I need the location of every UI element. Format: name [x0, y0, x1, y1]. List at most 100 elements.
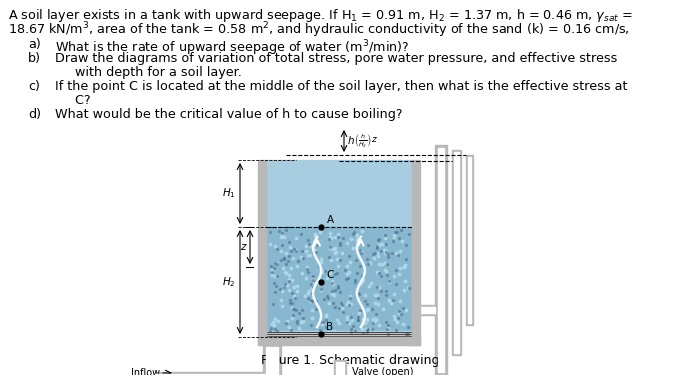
Point [330, 249, 341, 255]
Point [379, 234, 391, 240]
Point [352, 235, 363, 241]
Point [291, 283, 302, 289]
Point [347, 323, 358, 329]
Point [361, 316, 372, 322]
Point [287, 305, 298, 311]
Point [267, 321, 278, 327]
Point [346, 326, 357, 332]
Point [342, 302, 353, 307]
Point [276, 288, 287, 294]
Point [379, 232, 391, 238]
Point [354, 236, 365, 242]
Point [384, 297, 395, 303]
Point [365, 326, 376, 332]
Point [318, 296, 330, 302]
Point [312, 242, 323, 248]
Point [285, 244, 296, 250]
Text: What is the rate of upward seepage of water (m$^3$/min)?: What is the rate of upward seepage of wa… [55, 38, 410, 58]
Point [284, 278, 295, 284]
Point [349, 278, 360, 284]
Point [321, 293, 332, 299]
Point [350, 328, 361, 334]
Point [292, 320, 303, 326]
Point [297, 249, 308, 255]
Point [393, 309, 405, 315]
Point [391, 267, 402, 273]
Point [307, 285, 318, 291]
Point [400, 242, 412, 248]
Point [288, 293, 300, 299]
Point [356, 273, 368, 279]
Point [270, 273, 281, 279]
Point [322, 295, 333, 301]
Point [394, 298, 405, 304]
Text: $H_1$: $H_1$ [222, 187, 236, 200]
Point [272, 260, 283, 266]
Point [286, 290, 297, 296]
Point [382, 251, 393, 257]
Point [384, 278, 395, 284]
Point [281, 270, 292, 276]
Point [324, 254, 335, 260]
Point [295, 329, 307, 335]
Point [330, 287, 341, 293]
Point [356, 228, 368, 234]
Point [390, 316, 401, 322]
Point [383, 330, 394, 336]
Point [288, 306, 299, 312]
Point [399, 262, 410, 268]
Point [334, 240, 345, 246]
Text: h: h [348, 136, 355, 146]
Point [307, 276, 318, 282]
Point [326, 278, 337, 284]
Bar [258, 160, 266, 345]
Point [400, 307, 411, 313]
Point [282, 258, 293, 264]
Point [350, 257, 361, 263]
Point [351, 293, 363, 299]
Point [373, 270, 384, 276]
Text: $H_2$: $H_2$ [223, 275, 236, 289]
Point [341, 320, 352, 326]
Point [371, 268, 382, 274]
Point [303, 241, 314, 247]
Point [354, 310, 365, 316]
Point [272, 318, 284, 324]
Point [367, 306, 378, 312]
Text: b): b) [28, 52, 41, 65]
Point [288, 284, 300, 290]
Point [344, 302, 355, 308]
Point [267, 301, 279, 307]
Point [393, 310, 404, 316]
Point [284, 297, 295, 303]
Point [292, 288, 303, 294]
Point [363, 242, 374, 248]
Point [291, 318, 302, 324]
Point [362, 326, 373, 332]
Point [275, 257, 286, 263]
Point [271, 283, 282, 289]
Point [364, 283, 375, 289]
Point [368, 320, 379, 326]
Point [272, 328, 283, 334]
Point [359, 292, 370, 298]
Point [286, 276, 297, 282]
Point [370, 311, 382, 317]
Point [391, 281, 402, 287]
Point [388, 273, 399, 279]
Point [323, 236, 335, 242]
Point [398, 264, 409, 270]
Point [384, 279, 395, 285]
Point [346, 314, 357, 320]
Point [311, 306, 322, 312]
Bar [420, 307, 435, 313]
Point [336, 302, 347, 307]
Point [306, 290, 317, 296]
Point [316, 256, 327, 262]
Point [363, 261, 374, 267]
Bar [438, 148, 444, 372]
Point [391, 250, 402, 256]
Point [307, 298, 318, 304]
Point [293, 258, 304, 264]
Point [276, 248, 287, 254]
